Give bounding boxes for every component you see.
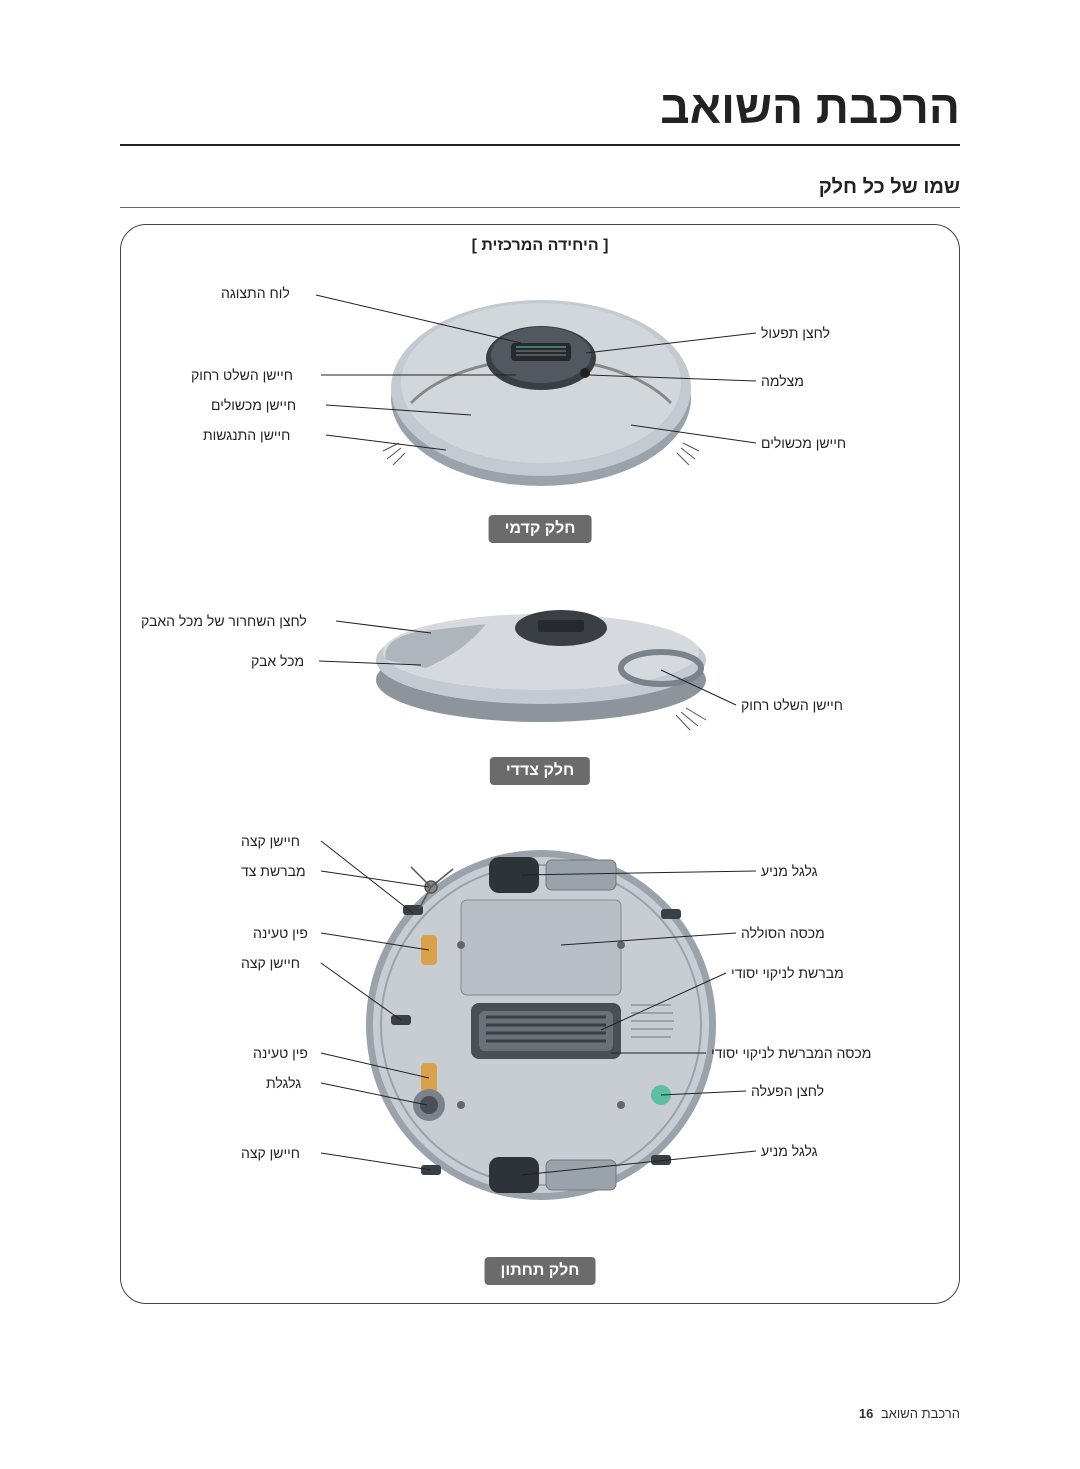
footer-page-num: 16 <box>859 1406 873 1421</box>
subtitle-rule <box>120 207 960 208</box>
leads-bottom <box>121 805 961 1265</box>
title-rule <box>120 144 960 146</box>
diagram-container: [ היחידה המרכזית ] חלק קדמי חלק צדדי חלק… <box>120 224 960 1304</box>
page-subtitle: שמו של כל חלק <box>120 176 960 199</box>
leads-top <box>121 225 961 525</box>
footer-text: הרכבת השואב <box>881 1406 960 1421</box>
page-footer: הרכבת השואב 16 <box>859 1406 960 1421</box>
page-title: הרכבת השואב <box>120 80 960 134</box>
leads-side <box>121 555 961 775</box>
